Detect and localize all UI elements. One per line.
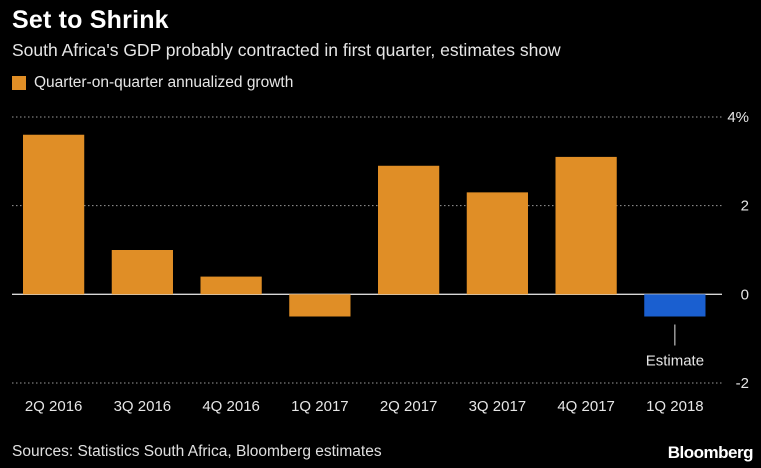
y-tick-label: -2 xyxy=(736,375,749,392)
x-tick-label: 3Q 2016 xyxy=(114,398,172,415)
bar-chart: 4% 2 0 -2 2Q 2016 3Q 2016 4Q 2016 1Q 2017 2Q 201… xyxy=(12,109,749,415)
y-tick-label: 0 xyxy=(741,286,749,303)
y-tick-label: 4% xyxy=(727,109,749,126)
x-tick-label: 2Q 2016 xyxy=(25,398,83,415)
chart-subtitle: South Africa's GDP probably contracted i… xyxy=(12,40,561,60)
x-tick-label: 2Q 2017 xyxy=(380,398,438,415)
source-note: Sources: Statistics South Africa, Bloomb… xyxy=(12,443,382,460)
bloomberg-logo: Bloomberg xyxy=(667,443,754,462)
y-tick-label: 2 xyxy=(741,198,749,215)
bar xyxy=(23,134,85,295)
bar xyxy=(289,294,351,317)
bar xyxy=(111,250,173,295)
x-tick-label: 4Q 2017 xyxy=(557,398,615,415)
bar xyxy=(644,294,706,317)
x-tick-label: 1Q 2018 xyxy=(646,398,704,415)
bar xyxy=(200,276,262,295)
chart-title: Set to Shrink xyxy=(12,6,169,34)
annotation-label: Estimate xyxy=(646,353,704,370)
x-tick-label: 4Q 2016 xyxy=(202,398,260,415)
x-tick-label: 3Q 2017 xyxy=(469,398,527,415)
x-tick-label: 1Q 2017 xyxy=(291,398,349,415)
bar xyxy=(466,192,528,295)
legend: Quarter-on-quarter annualized growth xyxy=(12,74,293,92)
legend-swatch xyxy=(12,76,26,90)
bar xyxy=(555,156,617,295)
legend-label: Quarter-on-quarter annualized growth xyxy=(34,74,294,91)
bar xyxy=(378,165,440,295)
